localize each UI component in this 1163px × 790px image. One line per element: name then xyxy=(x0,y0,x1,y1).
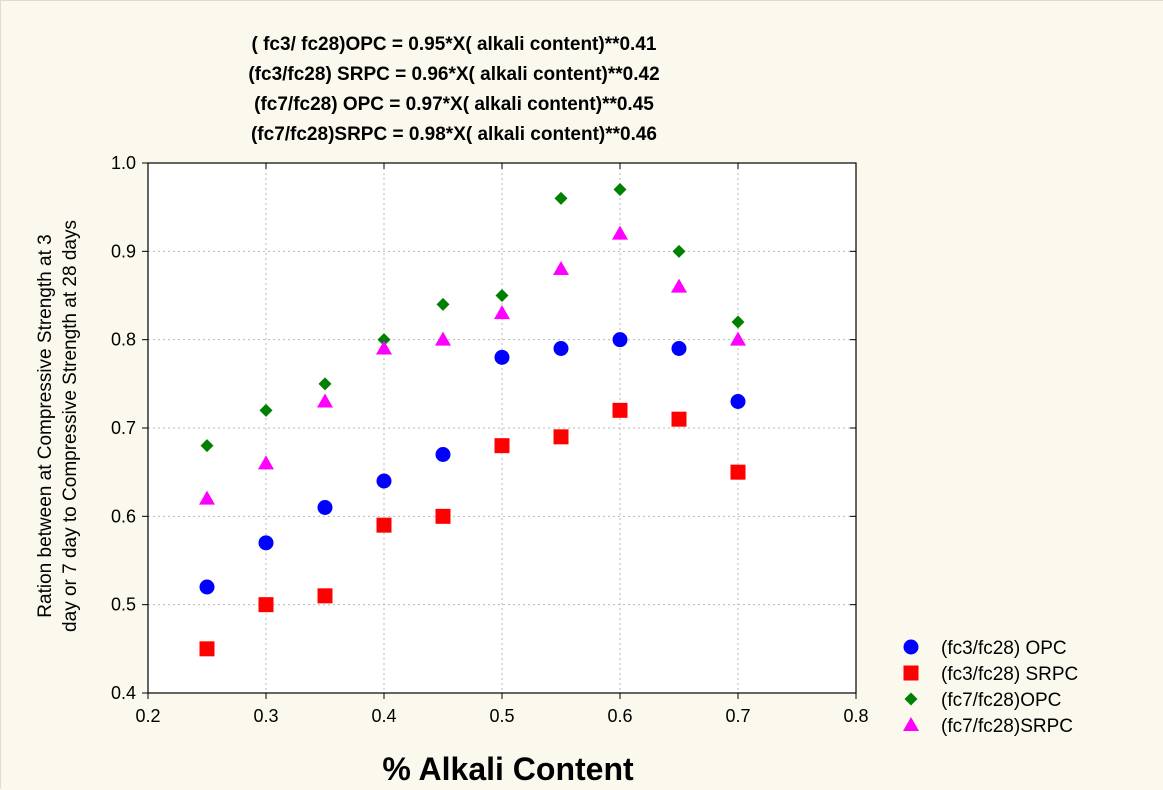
legend-label: (fc7/fc28)SRPC xyxy=(941,716,1073,737)
data-point-circle xyxy=(199,579,215,595)
tick-marks xyxy=(142,162,857,699)
title-line-4: (fc7/fc28)SRPC = 0.98*X( alkali content)… xyxy=(251,124,657,145)
y-axis-title-line-2: day or 7 day to Compressive Strength at … xyxy=(60,220,81,632)
data-point-square xyxy=(258,597,274,613)
legend-item: (fc7/fc28)OPC xyxy=(904,690,1061,711)
data-point-circle xyxy=(376,473,392,489)
data-point-diamond xyxy=(200,439,214,453)
y-tick-label: 1.0 xyxy=(111,153,136,173)
data-point-square xyxy=(730,464,746,480)
data-point-triangle xyxy=(671,278,687,293)
data-point-triangle xyxy=(317,393,333,408)
data-point-diamond xyxy=(613,183,627,196)
data-point-diamond xyxy=(436,297,450,311)
chart-title: ( fc3/ fc28)OPC = 0.95*X( alkali content… xyxy=(248,34,659,145)
x-tick-label: 0.7 xyxy=(725,706,750,726)
data-point-triangle xyxy=(553,261,569,275)
data-point-diamond xyxy=(554,191,568,205)
title-line-1: ( fc3/ fc28)OPC = 0.95*X( alkali content… xyxy=(252,34,657,55)
legend-item: (fc3/fc28) OPC xyxy=(903,638,1067,659)
y-tick-label: 0.4 xyxy=(111,683,136,703)
data-point-diamond xyxy=(377,333,391,347)
x-axis-title: % Alkali Content xyxy=(382,751,634,787)
series-circle xyxy=(199,332,746,595)
data-point-triangle xyxy=(730,331,746,346)
legend-label: (fc3/fc28) SRPC xyxy=(941,664,1078,685)
legend-marker-diamond xyxy=(904,692,918,706)
data-point-diamond xyxy=(495,289,509,302)
legend-marker-square xyxy=(903,665,919,681)
data-point-square xyxy=(553,429,569,445)
data-point-diamond xyxy=(731,315,745,329)
legend-marker-triangle xyxy=(903,717,919,731)
legend-marker-circle xyxy=(903,639,919,655)
data-point-triangle xyxy=(612,225,628,240)
x-tick-label: 0.5 xyxy=(489,706,514,726)
data-point-circle xyxy=(494,349,510,365)
data-point-diamond xyxy=(259,403,273,417)
y-axis-title: Ration between at Compressive Strength a… xyxy=(35,220,81,632)
title-line-2: (fc3/fc28) SRPC = 0.96*X( alkali content… xyxy=(248,64,659,85)
y-tick-label: 0.8 xyxy=(111,330,136,350)
legend-item: (fc7/fc28)SRPC xyxy=(903,716,1073,737)
series-triangle xyxy=(199,225,746,505)
data-point-circle xyxy=(258,535,274,551)
data-point-circle xyxy=(317,500,333,515)
series-square xyxy=(199,402,746,657)
data-point-square xyxy=(376,517,392,533)
data-point-circle xyxy=(612,332,628,348)
x-tick-label: 0.8 xyxy=(843,706,868,726)
y-axis-title-line-1: Ration between at Compressive Strength a… xyxy=(35,234,56,617)
data-point-square xyxy=(317,588,333,604)
data-point-triangle xyxy=(258,455,274,470)
series-diamond xyxy=(200,183,745,453)
x-tick-label: 0.3 xyxy=(253,706,278,726)
y-tick-labels: 0.4 0.5 0.6 0.7 0.8 0.9 1.0 xyxy=(111,153,136,703)
y-tick-label: 0.7 xyxy=(111,418,136,438)
x-tick-label: 0.6 xyxy=(607,706,632,726)
y-tick-label: 0.5 xyxy=(111,595,136,615)
data-point-diamond xyxy=(318,377,332,391)
title-line-3: (fc7/fc28) OPC = 0.97*X( alkali content)… xyxy=(254,94,654,115)
data-point-circle xyxy=(435,447,451,462)
legend-label: (fc7/fc28)OPC xyxy=(941,690,1061,711)
data-point-square xyxy=(199,641,215,657)
data-point-triangle xyxy=(494,305,510,320)
data-point-square xyxy=(612,402,628,418)
data-points xyxy=(199,183,746,657)
data-point-circle xyxy=(730,394,746,409)
data-point-triangle xyxy=(435,331,451,346)
data-point-circle xyxy=(671,341,687,356)
x-tick-label: 0.2 xyxy=(135,706,160,726)
y-tick-label: 0.9 xyxy=(111,241,136,261)
legend: (fc3/fc28) OPC (fc3/fc28) SRPC (fc7/fc28)O… xyxy=(903,638,1078,737)
data-point-square xyxy=(671,411,687,427)
data-point-square xyxy=(494,438,510,454)
data-point-square xyxy=(435,508,451,524)
x-tick-label: 0.4 xyxy=(371,706,396,726)
data-point-triangle xyxy=(376,340,392,355)
legend-item: (fc3/fc28) SRPC xyxy=(903,664,1078,685)
y-tick-label: 0.6 xyxy=(111,506,136,526)
data-point-triangle xyxy=(199,490,215,505)
legend-label: (fc3/fc28) OPC xyxy=(941,638,1067,659)
data-point-circle xyxy=(553,341,569,356)
x-tick-labels: 0.2 0.3 0.4 0.5 0.6 0.7 0.8 xyxy=(135,706,868,726)
data-point-diamond xyxy=(672,244,686,258)
